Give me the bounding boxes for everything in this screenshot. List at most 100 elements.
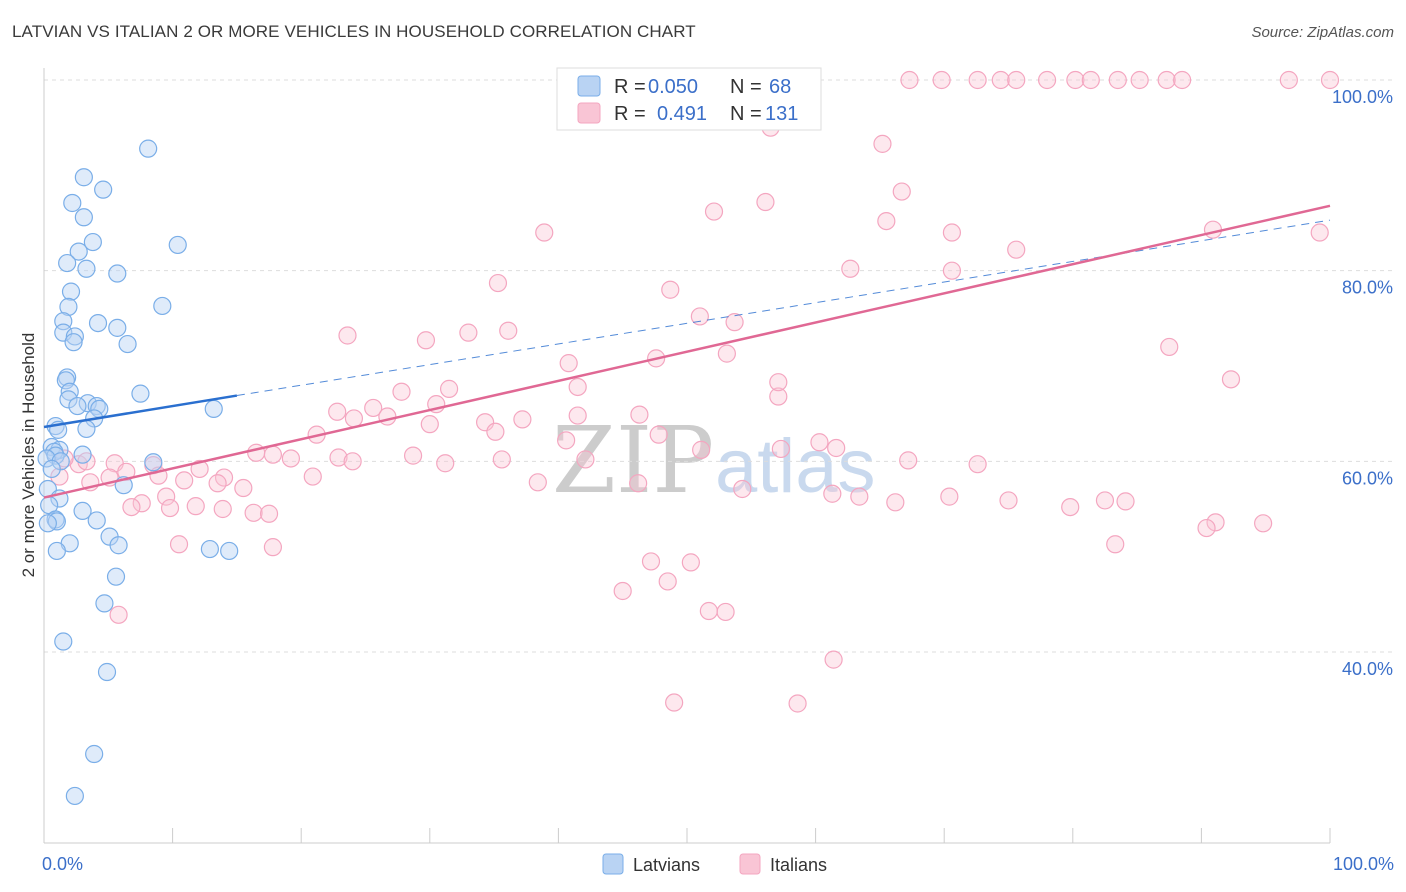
latvian-point [42, 459, 61, 479]
italian-point [827, 438, 846, 458]
legend-swatch-latvians [577, 75, 601, 97]
latvian-point [65, 327, 84, 346]
latvian-point [131, 384, 150, 403]
italian-point [940, 487, 959, 506]
italian-point [499, 321, 518, 340]
italian-point [991, 70, 1010, 90]
italian-point [459, 323, 478, 342]
legend-r-value-2: 0.491 [657, 103, 707, 125]
italian-point [186, 497, 205, 516]
italian-point [1173, 70, 1192, 90]
italian-point [244, 503, 263, 522]
series-legend: Latvians Italians [602, 853, 827, 875]
latvian-point [65, 786, 84, 806]
italian-point [416, 331, 436, 350]
y-axis-label: 2 or more Vehicles in Household [19, 333, 38, 578]
italian-point [263, 445, 283, 464]
italian-point [568, 377, 587, 397]
italian-point [999, 491, 1018, 510]
italian-point [1108, 70, 1127, 90]
legend-n-value-2: 131 [765, 103, 798, 125]
latvian-point [61, 282, 81, 301]
italian-point [630, 405, 649, 424]
watermark-atlas: atlas [715, 424, 876, 509]
italian-point [109, 605, 128, 624]
latvian-point [54, 632, 73, 651]
legend-n-label-2: N = [730, 103, 762, 125]
y-tick-label-60: 60.0% [1342, 468, 1393, 488]
italian-point [576, 450, 595, 469]
x-tick-label-max: 100.0% [1333, 854, 1394, 874]
italian-point [378, 407, 397, 426]
italian-point [281, 449, 301, 468]
italian-point [1310, 223, 1329, 242]
italian-point [733, 479, 752, 499]
italian-point [1206, 513, 1225, 532]
italian-point [968, 455, 987, 474]
italian-point [1197, 518, 1216, 538]
latvian-point [77, 259, 96, 278]
italian-point [259, 504, 279, 523]
italian-point [234, 478, 253, 498]
latvian-point [204, 399, 223, 418]
italian-point [661, 280, 680, 299]
legend-swatch-italians [577, 102, 601, 124]
y-tick-label-80: 80.0% [1342, 278, 1393, 298]
latvian-point [47, 541, 66, 561]
latvian-point [118, 334, 137, 354]
latvian-point [63, 193, 82, 213]
latvian-point [59, 297, 78, 316]
italian-point [756, 192, 775, 212]
italian-point [725, 313, 744, 332]
legend-r-label-2: R = [614, 103, 646, 125]
latvian-point [59, 390, 78, 409]
italian-point [486, 422, 505, 441]
italians-trend-line [43, 204, 1331, 499]
italian-point [303, 467, 322, 486]
italian-point [436, 454, 455, 473]
latvian-point [94, 180, 113, 199]
italian-point [157, 487, 176, 506]
italian-point [1203, 220, 1223, 239]
italian-point [932, 70, 951, 90]
italian-point [716, 602, 735, 622]
italian-point [690, 307, 709, 326]
italian-point [1221, 370, 1241, 389]
italian-point [328, 402, 347, 421]
latvian-point [74, 168, 93, 187]
y-tick-labels: 40.0% 60.0% 80.0% 100.0% [1332, 87, 1393, 679]
legend-n-value-1: 68 [769, 76, 791, 98]
italian-point [699, 601, 718, 621]
italian-point [559, 354, 578, 373]
italian-point [877, 211, 896, 231]
italian-point [329, 448, 348, 467]
bottom-legend-swatch-latvians [602, 853, 624, 875]
italian-point [488, 273, 508, 293]
italian-point [1320, 70, 1340, 90]
latvian-point [64, 333, 83, 352]
x-tick-marks [43, 828, 1331, 843]
x-tick-label-min: 0.0% [42, 854, 83, 874]
latvian-point [38, 514, 57, 533]
italian-point [263, 538, 283, 557]
italian-point [1066, 70, 1085, 90]
italian-point [613, 581, 632, 601]
latvian-point [95, 594, 114, 613]
latvian-point [77, 419, 96, 439]
watermark-zip: ZIP [552, 407, 714, 514]
latvian-point [109, 536, 128, 555]
italian-point [338, 326, 357, 345]
latvian-point [56, 371, 75, 390]
italian-point [420, 415, 439, 434]
italian-point [892, 182, 911, 201]
italian-point [535, 223, 554, 242]
bottom-legend-label-latvians: Latvians [633, 855, 700, 875]
italian-point [769, 373, 788, 392]
italian-point [190, 459, 209, 479]
bottom-legend-swatch-italians [739, 853, 761, 875]
italian-point [873, 134, 892, 153]
italian-point [117, 462, 136, 481]
italian-point [788, 694, 807, 713]
italian-point [439, 379, 459, 398]
